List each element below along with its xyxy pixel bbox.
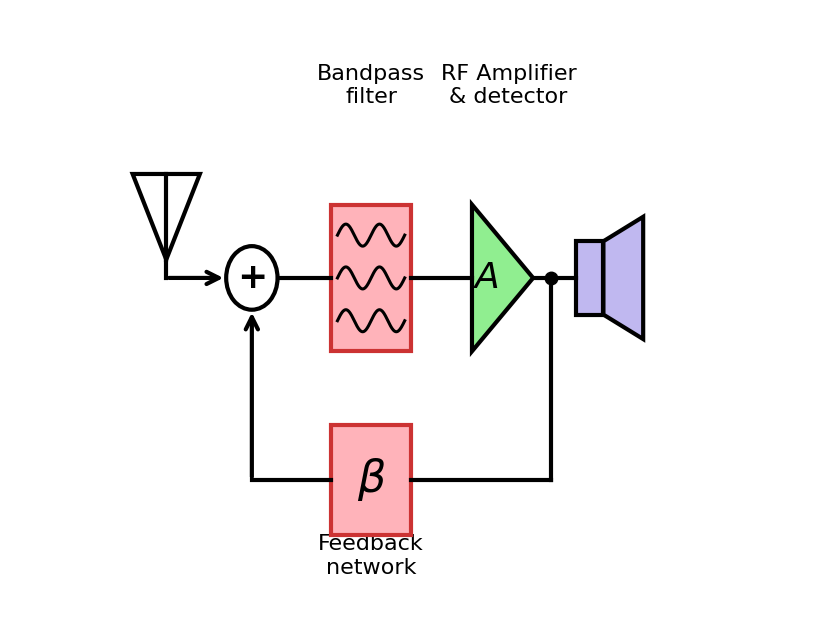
Polygon shape <box>472 205 533 351</box>
Polygon shape <box>603 217 643 339</box>
Bar <box>331 205 411 351</box>
Text: Bandpass
filter: Bandpass filter <box>317 64 425 107</box>
Text: $\beta$: $\beta$ <box>356 456 386 503</box>
Text: +: + <box>237 261 267 295</box>
Bar <box>331 424 411 535</box>
Text: RF Amplifier
& detector: RF Amplifier & detector <box>441 64 576 107</box>
Bar <box>576 241 603 315</box>
Text: Feedback
network: Feedback network <box>318 534 424 578</box>
Text: A: A <box>475 261 500 295</box>
Ellipse shape <box>226 246 277 310</box>
